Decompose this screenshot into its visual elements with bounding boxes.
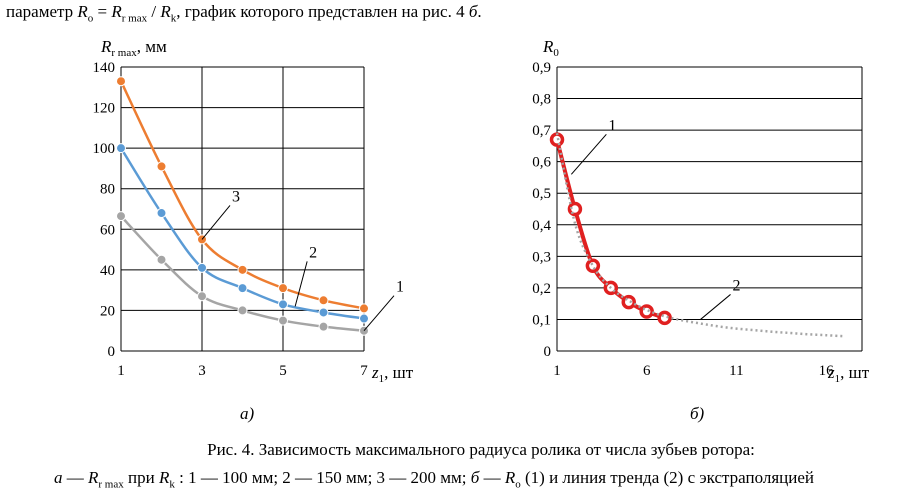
cap-dash1: — <box>62 468 88 487</box>
ytick-label-8: 0,8 <box>532 92 551 108</box>
series-1-point-4 <box>621 294 637 310</box>
ytick-label-4: 0,4 <box>532 218 551 234</box>
ytick-label-0: 0 <box>544 344 552 360</box>
x-axis-label-b: z1, шт <box>827 363 870 385</box>
series-1-point-2 <box>585 258 601 274</box>
formula-r-max: R <box>111 2 122 21</box>
xtick-label-2: 5 <box>279 363 287 379</box>
formula-r-k: R <box>160 2 171 21</box>
cap-ro: R <box>504 468 516 487</box>
series-2-line <box>555 133 845 338</box>
callout-label-2: 2 <box>309 244 317 261</box>
callout-label-1: 1 <box>608 117 616 134</box>
ytick-label-7: 140 <box>93 60 116 76</box>
ytick-label-1: 0,1 <box>532 312 551 328</box>
series-1-point-2 <box>197 291 207 302</box>
callout-leader-1 <box>570 133 607 175</box>
series-1-point-3 <box>237 305 248 316</box>
series-3-point-5 <box>318 295 329 306</box>
series-2-point-2 <box>197 262 207 273</box>
ytick-label-2: 0,2 <box>532 281 551 297</box>
series-3-point-3 <box>237 264 248 275</box>
series-2-point-5 <box>318 307 329 318</box>
cap-tail: (1) и линия тренда (2) с экстраполяцией <box>520 468 815 487</box>
cap-rest: : 1 — 100 мм; 2 — 150 мм; 3 — 200 мм; <box>174 468 471 487</box>
series-3-point-6 <box>359 303 369 314</box>
formula-sub-k: k <box>170 12 177 25</box>
x-axis-label-a: z1, шт <box>371 363 414 385</box>
text-suffix-end: . <box>477 2 482 21</box>
series-3-point-4 <box>278 283 288 294</box>
text-suffix-italic: б <box>468 2 478 21</box>
cap-b: б <box>470 468 480 487</box>
ytick-label-2: 40 <box>100 263 115 279</box>
xtick-label-0: 1 <box>117 363 125 379</box>
callout-label-2: 2 <box>733 277 741 294</box>
text-prefix: параметр <box>6 2 74 21</box>
series-2-point-1 <box>156 208 167 219</box>
y-axis-label-b: R0 <box>542 37 559 59</box>
text-suffix: , график которого представлен на рис. 4 <box>176 2 469 21</box>
ytick-label-6: 0,6 <box>532 155 551 171</box>
series-2-point-4 <box>278 299 288 310</box>
chart-a: 0 20 40 60 80 100 120 140 1 3 5 7 1 2 3 Rr max, мм z1, ш… <box>93 37 414 385</box>
callout-leader-3 <box>201 205 231 240</box>
ytick-label-4: 80 <box>100 182 115 198</box>
cap-pri: при <box>123 468 159 487</box>
cap-dash2: — <box>479 468 505 487</box>
series-2-point-0 <box>116 143 126 154</box>
cap-rk-sub: k <box>169 478 175 491</box>
cap-ro-sub: o <box>515 478 521 491</box>
ytick-label-7: 0,7 <box>532 123 551 139</box>
y-axis-label-a: Rr max, мм <box>100 37 167 59</box>
xtick-label-2: 11 <box>729 363 743 379</box>
series-1-point-6 <box>657 310 672 326</box>
series-2-point-3 <box>237 283 248 294</box>
series-3-point-1 <box>156 161 167 172</box>
xtick-label-0: 1 <box>553 363 561 379</box>
ytick-label-3: 60 <box>100 222 115 238</box>
xtick-label-3: 16 <box>819 363 835 379</box>
xtick-label-3: 7 <box>360 363 368 379</box>
figure-caption-line2: а — Rr max при Rk : 1 — 100 мм; 2 — 150 … <box>54 468 814 490</box>
callout-label-3: 3 <box>232 188 240 205</box>
formula-slash: / <box>147 2 161 21</box>
body-text-line: параметр Ro = Rr max / Rk, график которо… <box>6 2 482 24</box>
panel-label-b: б) <box>690 404 705 423</box>
series-1-point-0 <box>116 211 126 222</box>
cap-r1-sub: r max <box>98 478 124 491</box>
ytick-label-0: 0 <box>108 344 116 360</box>
formula-sub-rmax: r max <box>121 12 148 25</box>
series-2-point-6 <box>359 313 369 324</box>
series-3-point-0 <box>116 76 126 87</box>
series-1-point-1 <box>156 254 167 265</box>
callout-leader-1 <box>363 295 395 332</box>
formula-eq: = <box>93 2 112 21</box>
xtick-label-1: 6 <box>643 363 651 379</box>
series-1-point-5 <box>318 321 329 332</box>
callout-label-1: 1 <box>396 279 404 296</box>
series-1-point-1 <box>567 201 583 217</box>
ytick-label-9: 0,9 <box>532 60 551 76</box>
formula-sub-o: o <box>87 12 94 25</box>
panel-label-a: а) <box>240 404 255 423</box>
ytick-label-3: 0,3 <box>532 249 551 265</box>
figure-caption-line1: Рис. 4. Зависимость максимального радиус… <box>207 440 755 459</box>
ytick-label-5: 100 <box>93 141 116 157</box>
ytick-label-5: 0,5 <box>532 186 551 202</box>
cap-rk: R <box>158 468 170 487</box>
series-1-point-4 <box>278 315 288 326</box>
ytick-label-6: 120 <box>93 101 116 117</box>
series-1-point-5 <box>639 304 654 319</box>
cap-r1: R <box>88 468 99 487</box>
callout-leader-2 <box>294 261 308 307</box>
chart-b: 00,10,20,30,40,50,60,70,80,91 6 11 1612R0z1… <box>532 37 869 385</box>
ytick-label-1: 20 <box>100 303 115 319</box>
xtick-label-1: 3 <box>198 363 206 379</box>
formula-r-o: R <box>77 2 88 21</box>
cap-a: а <box>54 468 63 487</box>
callout-leader-2 <box>700 294 731 320</box>
